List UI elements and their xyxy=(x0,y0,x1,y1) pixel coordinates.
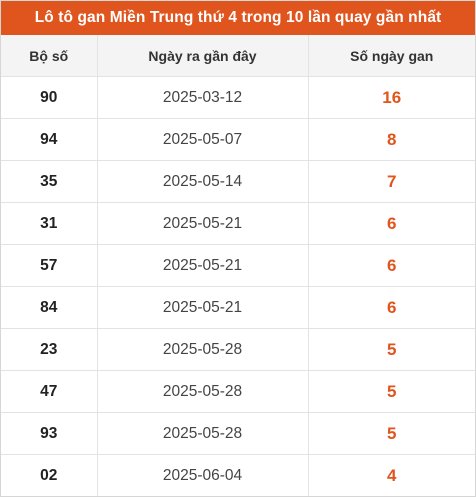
table-title: Lô tô gan Miền Trung thứ 4 trong 10 lần … xyxy=(1,1,475,35)
column-header-number: Bộ số xyxy=(1,35,98,77)
table-row: 84 2025-05-21 6 xyxy=(1,286,475,329)
cell-gan: 16 xyxy=(308,76,475,119)
cell-gan: 6 xyxy=(308,202,475,245)
cell-gan: 5 xyxy=(308,328,475,371)
cell-date: 2025-05-28 xyxy=(97,370,309,413)
cell-number: 93 xyxy=(1,412,98,455)
table-row: 90 2025-03-12 16 xyxy=(1,76,475,119)
cell-number: 23 xyxy=(1,328,98,371)
table-row: 47 2025-05-28 5 xyxy=(1,370,475,413)
cell-gan: 5 xyxy=(308,370,475,413)
cell-number: 31 xyxy=(1,202,98,245)
table-row: 31 2025-05-21 6 xyxy=(1,202,475,245)
cell-gan: 8 xyxy=(308,118,475,161)
cell-number: 84 xyxy=(1,286,98,329)
cell-gan: 7 xyxy=(308,160,475,203)
cell-date: 2025-03-12 xyxy=(97,76,309,119)
cell-number: 47 xyxy=(1,370,98,413)
table-row: 94 2025-05-07 8 xyxy=(1,118,475,161)
header-row: Bộ số Ngày ra gần đây Số ngày gan xyxy=(1,35,475,77)
column-header-gan: Số ngày gan xyxy=(308,35,475,77)
table-row: 57 2025-05-21 6 xyxy=(1,244,475,287)
cell-number: 02 xyxy=(1,454,98,496)
cell-date: 2025-05-28 xyxy=(97,328,309,371)
table-row: 23 2025-05-28 5 xyxy=(1,328,475,371)
cell-date: 2025-05-21 xyxy=(97,202,309,245)
cell-date: 2025-05-28 xyxy=(97,412,309,455)
stats-table: Bộ số Ngày ra gần đây Số ngày gan 90 202… xyxy=(1,35,475,496)
cell-date: 2025-05-21 xyxy=(97,286,309,329)
cell-number: 57 xyxy=(1,244,98,287)
table-row: 93 2025-05-28 5 xyxy=(1,412,475,455)
column-header-date: Ngày ra gần đây xyxy=(97,35,309,77)
cell-number: 90 xyxy=(1,76,98,119)
cell-date: 2025-06-04 xyxy=(97,454,309,496)
table-row: 35 2025-05-14 7 xyxy=(1,160,475,203)
cell-number: 35 xyxy=(1,160,98,203)
cell-gan: 4 xyxy=(387,465,397,485)
cell-date: 2025-05-14 xyxy=(97,160,309,203)
cell-date: 2025-05-07 xyxy=(97,118,309,161)
cell-number: 94 xyxy=(1,118,98,161)
cell-gan: 6 xyxy=(308,286,475,329)
cell-gan: 5 xyxy=(308,412,475,455)
cell-date: 2025-05-21 xyxy=(97,244,309,287)
table-row: 02 2025-06-04 4 xyxy=(1,454,475,496)
cell-gan: 6 xyxy=(308,244,475,287)
